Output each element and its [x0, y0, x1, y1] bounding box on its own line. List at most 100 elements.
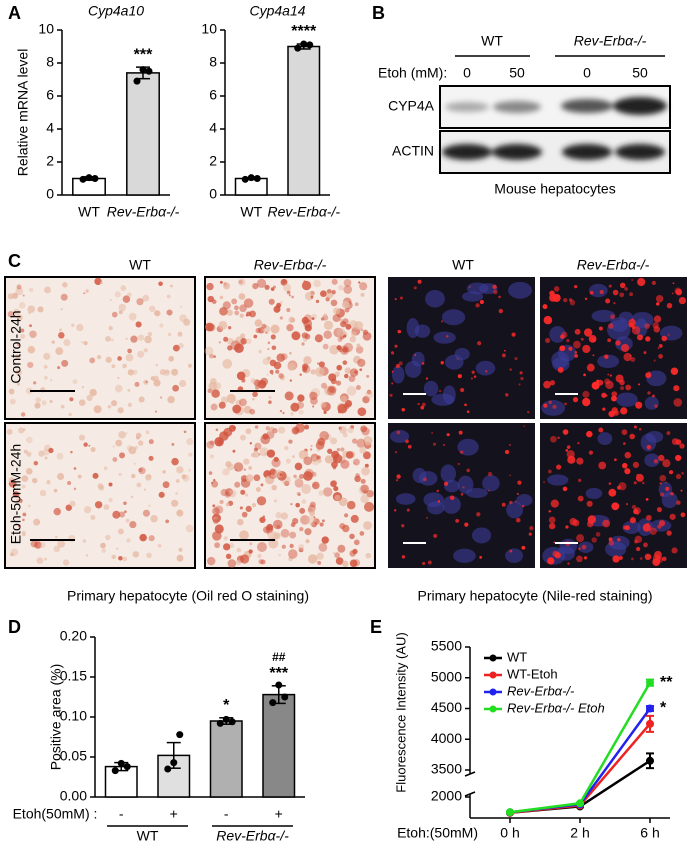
droplet — [335, 380, 342, 386]
droplet — [53, 507, 62, 516]
lipid — [509, 500, 513, 505]
nucleus — [389, 429, 410, 443]
lipid — [557, 366, 564, 373]
lipid — [492, 284, 497, 290]
droplet — [227, 559, 237, 568]
lipid — [676, 500, 681, 505]
data-point — [216, 719, 224, 727]
droplet — [252, 450, 260, 458]
droplet — [300, 515, 310, 525]
droplet — [301, 280, 312, 291]
lipid — [607, 373, 610, 376]
lipid — [618, 555, 623, 560]
droplet — [351, 331, 357, 337]
column-label: Rev-Erbα-/- — [577, 257, 650, 273]
lipid — [680, 489, 683, 492]
lipid — [632, 461, 640, 469]
data-point — [646, 719, 654, 728]
droplet — [349, 533, 355, 540]
droplet — [213, 355, 216, 358]
droplet — [360, 328, 364, 332]
y-tick-label: 8 — [46, 54, 54, 70]
droplet — [271, 458, 281, 468]
droplet — [349, 368, 359, 377]
lipid — [653, 315, 662, 323]
lipid — [405, 439, 409, 444]
droplet — [185, 524, 194, 533]
droplet — [329, 344, 339, 355]
lipid — [394, 344, 398, 348]
droplet — [310, 448, 313, 451]
droplet — [319, 522, 324, 527]
droplet — [273, 456, 279, 462]
droplet — [209, 440, 215, 446]
lipid — [599, 289, 604, 295]
droplet — [360, 484, 369, 494]
lipid — [519, 371, 523, 375]
droplet — [235, 399, 242, 406]
panel-label: B — [372, 3, 385, 23]
droplet — [256, 542, 267, 553]
droplet — [131, 473, 136, 479]
droplet — [146, 552, 152, 559]
droplet — [318, 490, 325, 496]
droplet — [349, 550, 356, 557]
lipid — [394, 298, 397, 301]
lipid — [647, 391, 651, 395]
droplet — [361, 427, 370, 436]
droplet — [322, 314, 329, 321]
droplet — [347, 427, 354, 434]
droplet — [295, 502, 300, 508]
droplet — [286, 290, 291, 295]
droplet — [354, 321, 364, 330]
droplet — [56, 452, 64, 460]
lipid — [659, 482, 662, 485]
lipid — [602, 407, 606, 411]
lipid — [549, 290, 555, 297]
droplet — [245, 314, 249, 317]
droplet — [316, 362, 320, 365]
lipid — [652, 322, 659, 329]
droplet — [142, 509, 150, 517]
droplet — [118, 472, 122, 477]
droplet — [274, 533, 281, 539]
lipid — [583, 556, 588, 560]
lipid — [442, 443, 446, 447]
droplet — [336, 447, 341, 452]
droplet — [44, 456, 48, 460]
droplet — [266, 356, 271, 361]
lipid — [601, 392, 607, 398]
droplet — [245, 428, 252, 435]
droplet — [85, 554, 89, 557]
droplet — [96, 354, 102, 360]
droplet — [116, 547, 119, 550]
x-tick-label: - — [224, 806, 229, 822]
droplet — [83, 292, 86, 295]
droplet — [239, 313, 244, 318]
droplet — [143, 348, 148, 353]
droplet — [69, 397, 74, 402]
lipid — [583, 373, 586, 377]
lipid — [561, 331, 568, 339]
droplet — [179, 379, 187, 388]
lipid — [671, 438, 679, 446]
legend-swatch — [489, 671, 497, 679]
droplet — [29, 330, 37, 338]
lipid — [514, 357, 518, 361]
droplet — [294, 462, 303, 471]
axis-break — [464, 791, 476, 797]
droplet — [206, 440, 215, 449]
y-axis-label: Relative mRNA level — [15, 49, 31, 177]
lipid — [618, 482, 627, 491]
droplet — [26, 436, 33, 444]
droplet — [231, 298, 238, 305]
nucleus — [505, 548, 524, 563]
lipid — [623, 525, 628, 530]
droplet — [264, 452, 267, 455]
lipid — [654, 404, 658, 408]
droplet — [239, 530, 249, 540]
lipid — [547, 557, 555, 565]
lipid — [460, 387, 465, 393]
droplet — [90, 447, 96, 453]
droplet — [234, 481, 241, 488]
